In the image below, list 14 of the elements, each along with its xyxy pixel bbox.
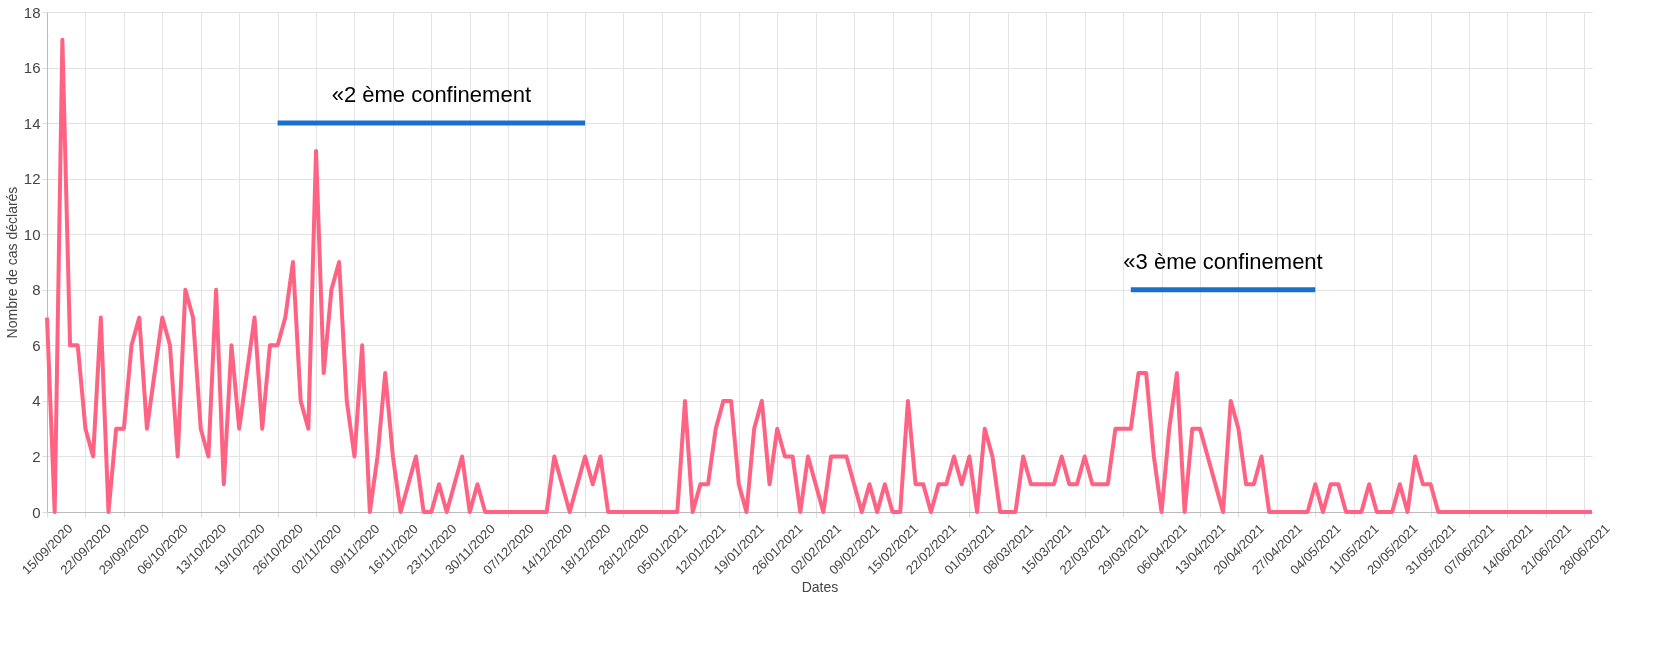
y-tick-label: 8 <box>32 281 41 299</box>
y-tick-label: 16 <box>23 59 41 77</box>
y-tick-label: 14 <box>23 114 41 132</box>
y-tick-label: 6 <box>32 336 41 354</box>
y-tick-label: 10 <box>23 225 41 243</box>
y-tick-label: 12 <box>23 170 41 188</box>
series-label: «3 ème confinement <box>1123 248 1323 274</box>
x-axis-title: Dates <box>801 579 839 596</box>
y-axis-title: Nombre de cas déclarés <box>3 186 20 339</box>
y-tick-label: 0 <box>32 503 41 521</box>
y-tick-label: 18 <box>23 3 41 21</box>
y-tick-label: 2 <box>32 447 41 465</box>
y-tick-label: 4 <box>32 392 41 410</box>
series-label: «2 ème confinement <box>331 82 531 108</box>
